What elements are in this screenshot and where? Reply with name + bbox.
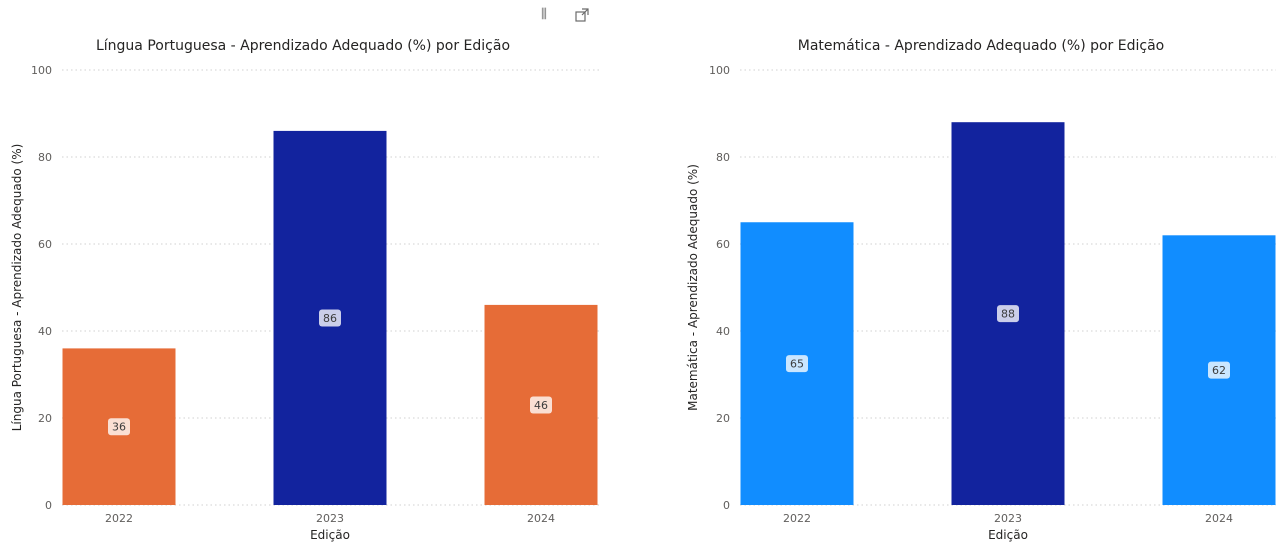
math-y-axis-label: Matemática - Aprendizado Adequado (%) (686, 164, 700, 411)
math-data-label: 65 (790, 358, 804, 371)
math-data-label: 88 (1001, 308, 1015, 321)
portuguese-y-tick-label: 0 (45, 499, 52, 512)
portuguese-y-tick-label: 20 (38, 412, 52, 425)
portuguese-y-tick-label: 100 (31, 64, 52, 77)
math-y-tick-label: 80 (716, 151, 730, 164)
math-x-tick-label: 2024 (1205, 512, 1233, 525)
portuguese-chart-svg: Língua Portuguesa - Aprendizado Adequado… (10, 38, 600, 542)
portuguese-chart-title: Língua Portuguesa - Aprendizado Adequado… (96, 38, 510, 54)
math-chart-svg: Matemática - Aprendizado Adequado (%) po… (686, 38, 1276, 542)
math-x-tick-label: 2023 (994, 512, 1022, 525)
math-y-tick-label: 0 (723, 499, 730, 512)
portuguese-y-tick-label: 60 (38, 238, 52, 251)
portuguese-data-label-bg (530, 396, 552, 414)
math-y-tick-label: 60 (716, 238, 730, 251)
math-chart: Matemática - Aprendizado Adequado (%) po… (640, 0, 1276, 542)
portuguese-data-label: 86 (323, 312, 337, 325)
filter-icon[interactable]: ⫼ (541, 7, 547, 22)
portuguese-data-label-bg (108, 418, 130, 436)
portuguese-data-label: 46 (534, 399, 548, 412)
portuguese-y-tick-label: 40 (38, 325, 52, 338)
math-y-tick-label: 100 (709, 64, 730, 77)
math-y-tick-label: 40 (716, 325, 730, 338)
portuguese-x-tick-label: 2023 (316, 512, 344, 525)
portuguese-y-tick-label: 80 (38, 151, 52, 164)
portuguese-y-axis-label: Língua Portuguesa - Aprendizado Adequado… (10, 144, 24, 432)
portuguese-x-tick-label: 2022 (105, 512, 133, 525)
portuguese-data-label: 36 (112, 421, 126, 434)
math-data-label-bg (1208, 361, 1230, 379)
math-data-label-bg (786, 355, 808, 373)
math-x-axis-label: Edição (988, 528, 1028, 542)
math-x-tick-label: 2022 (783, 512, 811, 525)
math-y-tick-label: 20 (716, 412, 730, 425)
focus-mode-icon[interactable] (575, 8, 589, 26)
portuguese-x-tick-label: 2024 (527, 512, 555, 525)
math-data-label: 62 (1212, 364, 1226, 377)
math-chart-title: Matemática - Aprendizado Adequado (%) po… (798, 38, 1164, 54)
portuguese-chart: Língua Portuguesa - Aprendizado Adequado… (10, 38, 600, 542)
portuguese-x-axis-label: Edição (310, 528, 350, 542)
math-data-label-bg (997, 305, 1019, 323)
portuguese-data-label-bg (319, 309, 341, 327)
